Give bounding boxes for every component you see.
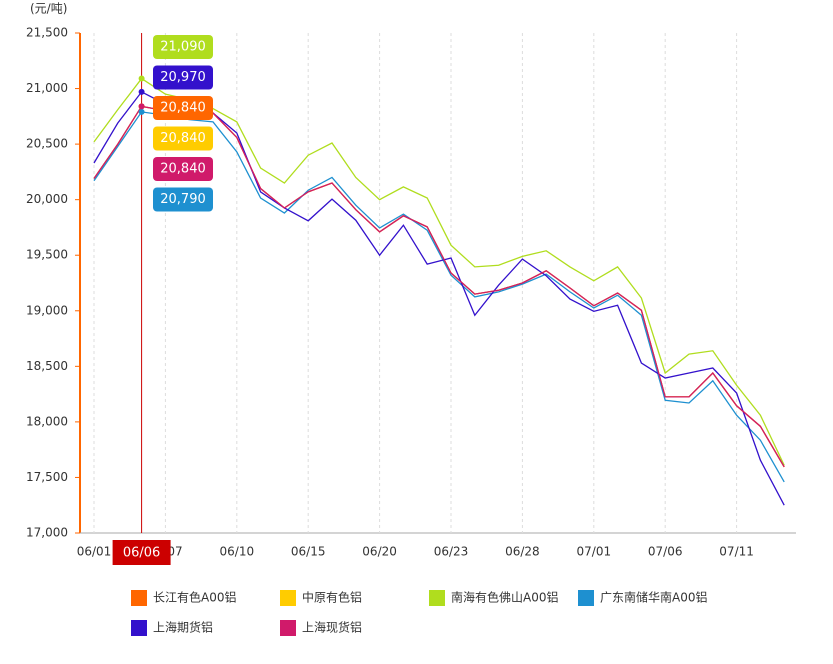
legend-label: 广东南储华南A00铝 bbox=[600, 590, 707, 605]
legend-label: 上海期货铝 bbox=[153, 620, 213, 635]
tooltip-bg bbox=[153, 35, 213, 59]
y-tick-label: 21,500 bbox=[26, 26, 68, 40]
tooltip-value: 21,090 bbox=[160, 40, 206, 55]
legend-swatch bbox=[578, 590, 594, 606]
tooltip-value: 20,840 bbox=[160, 101, 206, 116]
hover-point bbox=[138, 75, 145, 82]
legend-swatch bbox=[131, 620, 147, 636]
tooltip-bg bbox=[153, 187, 213, 212]
tooltip-bg bbox=[153, 126, 213, 151]
hover-point bbox=[138, 108, 145, 115]
tooltip-value: 20,840 bbox=[160, 131, 206, 146]
tooltip-value: 20,790 bbox=[160, 192, 206, 207]
legend-label: 长江有色A00铝 bbox=[153, 590, 236, 605]
tooltip-bg bbox=[153, 96, 213, 120]
legend-label: 南海有色佛山A00铝 bbox=[451, 590, 558, 605]
series-line bbox=[93, 111, 785, 483]
x-tick-label: 07/11 bbox=[719, 545, 754, 559]
x-tick-label: 06/28 bbox=[505, 545, 540, 559]
legend-label: 上海现货铝 bbox=[302, 620, 362, 635]
x-tick-label: 07/01 bbox=[577, 545, 612, 559]
hover-x-tag-bg bbox=[112, 540, 171, 565]
y-tick-label: 19,500 bbox=[26, 248, 68, 262]
x-tick-label: 06/15 bbox=[291, 545, 326, 559]
hover-point bbox=[138, 103, 145, 110]
tooltip-value: 20,840 bbox=[160, 162, 206, 177]
y-tick-label: 17,500 bbox=[26, 470, 68, 484]
x-tick-label: 06/10 bbox=[220, 545, 255, 559]
x-tick-label: 07/06 bbox=[648, 545, 683, 559]
legend-swatch bbox=[280, 590, 296, 606]
y-tick-label: 21,000 bbox=[26, 81, 68, 95]
tooltip-value: 20,970 bbox=[160, 70, 206, 85]
legend-swatch bbox=[280, 620, 296, 636]
y-tick-label: 17,000 bbox=[26, 526, 68, 540]
legend-label: 中原有色铝 bbox=[302, 590, 362, 605]
hover-point bbox=[138, 88, 145, 95]
y-tick-label: 20,000 bbox=[26, 192, 68, 206]
x-tick-label: 06/01 bbox=[77, 545, 112, 559]
y-tick-label: 18,500 bbox=[26, 359, 68, 373]
hover-x-tag: 06/06 bbox=[123, 546, 160, 561]
x-tick-label: 06/23 bbox=[434, 545, 469, 559]
y-axis-unit: (元/吨) bbox=[30, 2, 67, 16]
legend-swatch bbox=[429, 590, 445, 606]
tooltip-bg bbox=[153, 157, 213, 181]
x-tick-label: 06/20 bbox=[362, 545, 397, 559]
legend-swatch bbox=[131, 590, 147, 606]
y-tick-label: 19,000 bbox=[26, 303, 68, 317]
series-line bbox=[93, 91, 785, 506]
y-tick-label: 18,000 bbox=[26, 414, 68, 428]
tooltip-bg bbox=[153, 65, 213, 90]
y-tick-label: 20,500 bbox=[26, 137, 68, 151]
